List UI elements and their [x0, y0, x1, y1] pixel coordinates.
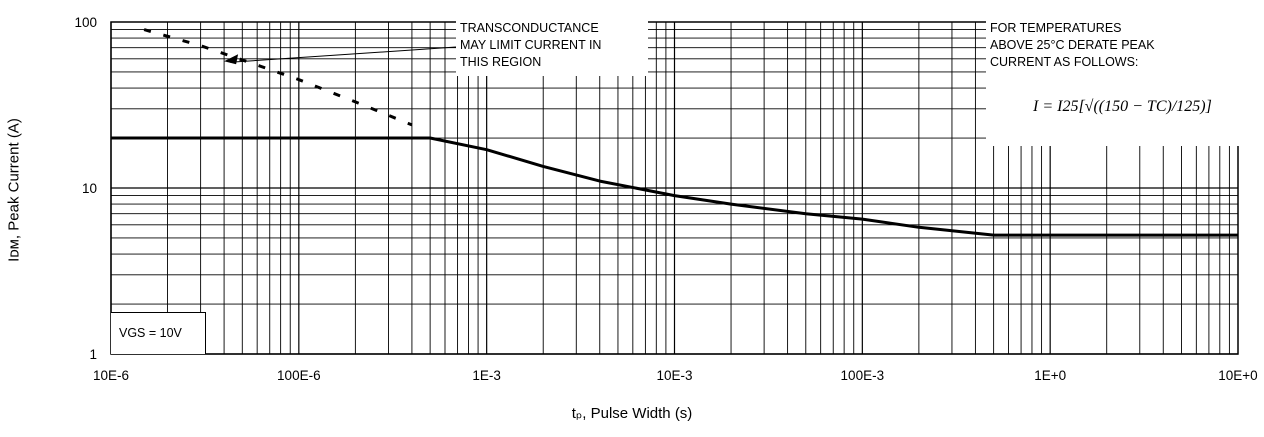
y-tick-label: 1 — [89, 347, 97, 362]
transconductance-line-2: MAY LIMIT CURRENT IN — [460, 38, 602, 52]
x-tick-label: 10E-3 — [656, 368, 692, 383]
transconductance-line-3: THIS REGION — [460, 55, 542, 69]
derate-line-3: CURRENT AS FOLLOWS: — [990, 55, 1139, 69]
vgs-label: VGS = 10V — [111, 312, 206, 354]
y-tick-label: 100 — [74, 15, 97, 30]
x-tick-label: 100E-6 — [277, 368, 321, 383]
plot-border — [110, 21, 1239, 355]
transconductance-line-1: TRANSCONDUCTANCE — [460, 21, 599, 35]
derate-formula: I = I25[√((150 − TC)/125)] — [1033, 98, 1212, 115]
annotation-arrow-line — [230, 46, 457, 63]
x-tick-label: 1E+0 — [1034, 368, 1066, 383]
peak-current-line — [111, 136, 1238, 237]
derate-note: FOR TEMPERATURES ABOVE 25°C DERATE PEAK … — [986, 20, 1242, 146]
y-tick-label: 10 — [82, 181, 97, 196]
y-axis-label: Iᴅᴍ, Peak Current (A) — [5, 118, 23, 262]
x-tick-label: 10E-6 — [93, 368, 129, 383]
transconductance-dashed-line — [143, 28, 413, 127]
x-axis-label: tₚ, Pulse Width (s) — [571, 405, 693, 422]
chart-grid — [110, 22, 1238, 355]
x-tick-label: 10E+0 — [1218, 368, 1257, 383]
x-tick-label: 100E-3 — [841, 368, 885, 383]
derate-line-1: FOR TEMPERATURES — [990, 21, 1122, 35]
x-tick-label: 1E-3 — [472, 368, 501, 383]
plot-frame — [110, 21, 1239, 355]
derate-line-2: ABOVE 25°C DERATE PEAK — [990, 38, 1155, 52]
transconductance-note: TRANSCONDUCTANCE MAY LIMIT CURRENT IN TH… — [456, 20, 648, 76]
tick-labels: 10E-6 100E-6 1E-3 10E-3 100E-3 1E+0 10E+0 1 10 10… — [74, 15, 1257, 383]
chart-series — [111, 28, 1238, 237]
annotation-arrowhead — [224, 54, 239, 65]
